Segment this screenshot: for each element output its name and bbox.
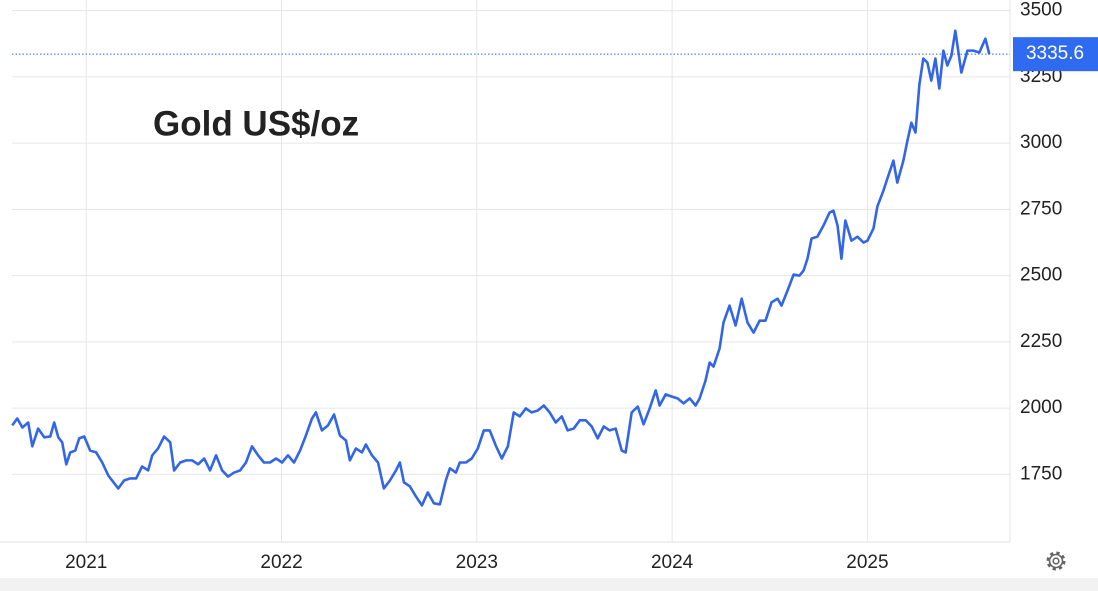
footer-strip — [0, 578, 1098, 591]
x-tick-label: 2024 — [651, 552, 694, 573]
last-price-label: 3335.6 — [1026, 43, 1084, 64]
y-tick-label: 3500 — [1020, 0, 1062, 21]
x-tick-label: 2025 — [846, 552, 888, 573]
y-tick-label: 3000 — [1020, 132, 1062, 153]
y-tick-label: 2250 — [1020, 331, 1062, 352]
y-tick-label: 2500 — [1020, 265, 1062, 286]
x-tick-label: 2023 — [456, 552, 498, 573]
gear-hub — [1052, 557, 1060, 565]
chart-title: Gold US$/oz — [153, 104, 359, 143]
last-price-badge — [1013, 37, 1098, 72]
price-line — [11, 29, 991, 507]
y-tick-label: 1750 — [1020, 463, 1062, 484]
grid — [0, 0, 1011, 543]
plot — [11, 29, 1010, 507]
settings-icon[interactable] — [1046, 551, 1066, 571]
y-tick-label: 2000 — [1020, 397, 1062, 418]
gear-ring — [1048, 553, 1064, 569]
y-tick-label: 2750 — [1020, 198, 1062, 219]
x-tick-label: 2022 — [260, 552, 302, 573]
x-tick-label: 2021 — [65, 552, 107, 573]
gear-teeth — [1046, 551, 1066, 571]
